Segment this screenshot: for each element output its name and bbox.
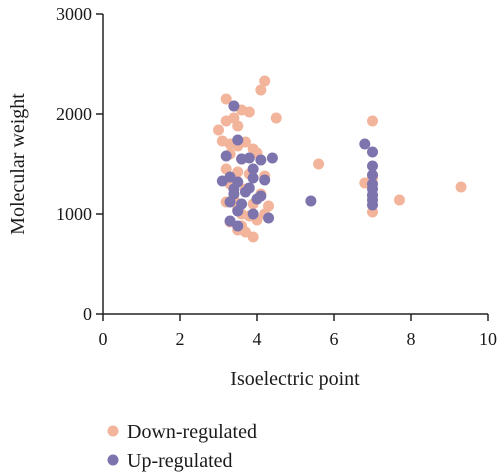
point-down-regulated [220, 93, 232, 105]
point-up-regulated [243, 182, 255, 194]
point-down-regulated [270, 112, 282, 124]
x-tick-label: 2 [176, 329, 185, 349]
point-up-regulated [243, 152, 255, 164]
legend-marker-down-regulated [107, 425, 119, 437]
point-up-regulated [232, 205, 244, 217]
point-down-regulated [247, 231, 259, 243]
point-up-regulated [305, 195, 317, 207]
point-down-regulated [313, 158, 325, 170]
point-up-regulated [251, 193, 263, 205]
x-tick-label: 6 [330, 329, 339, 349]
point-up-regulated [220, 150, 232, 162]
point-down-regulated [259, 75, 271, 87]
point-up-regulated [255, 154, 267, 166]
point-up-regulated [228, 188, 240, 200]
y-tick-label: 2000 [56, 104, 92, 124]
point-up-regulated [259, 174, 271, 186]
point-up-regulated [367, 160, 378, 172]
y-tick-group: 0 1000 2000 3000 [56, 4, 103, 324]
scatter-points [213, 75, 467, 243]
legend: Down-regulated Up-regulated [107, 421, 257, 472]
y-axis-title: Molecular weight [7, 93, 29, 235]
x-axis-title: Isoelectric point [230, 368, 360, 390]
point-up-regulated [359, 138, 371, 150]
legend-label-down-regulated: Down-regulated [127, 421, 257, 443]
point-up-regulated [247, 163, 259, 175]
y-tick-label: 1000 [56, 204, 92, 224]
point-down-regulated [367, 115, 378, 127]
point-down-regulated [213, 124, 224, 136]
x-tick-label: 4 [253, 329, 262, 349]
legend-label-up-regulated: Up-regulated [127, 450, 233, 472]
point-down-regulated [393, 194, 405, 206]
point-down-regulated [243, 106, 255, 118]
y-tick-label: 3000 [56, 4, 92, 24]
point-down-regulated [255, 84, 267, 96]
point-up-regulated [232, 134, 244, 146]
legend-marker-up-regulated [107, 454, 119, 466]
x-tick-group: 0 2 4 6 8 10 [99, 314, 497, 349]
point-down-regulated [232, 120, 244, 132]
x-tick-label: 0 [99, 329, 108, 349]
point-down-regulated [455, 181, 467, 193]
x-tick-label: 10 [479, 329, 497, 349]
point-up-regulated [228, 100, 240, 112]
point-up-regulated [247, 208, 259, 220]
point-up-regulated [232, 220, 244, 232]
point-up-regulated [216, 175, 228, 187]
point-up-regulated [367, 169, 378, 181]
point-up-regulated [247, 172, 259, 184]
x-tick-label: 8 [407, 329, 416, 349]
point-up-regulated [263, 212, 275, 224]
point-up-regulated [367, 199, 378, 211]
point-up-regulated [266, 152, 278, 164]
y-tick-label: 0 [83, 304, 92, 324]
point-up-regulated [367, 146, 378, 158]
